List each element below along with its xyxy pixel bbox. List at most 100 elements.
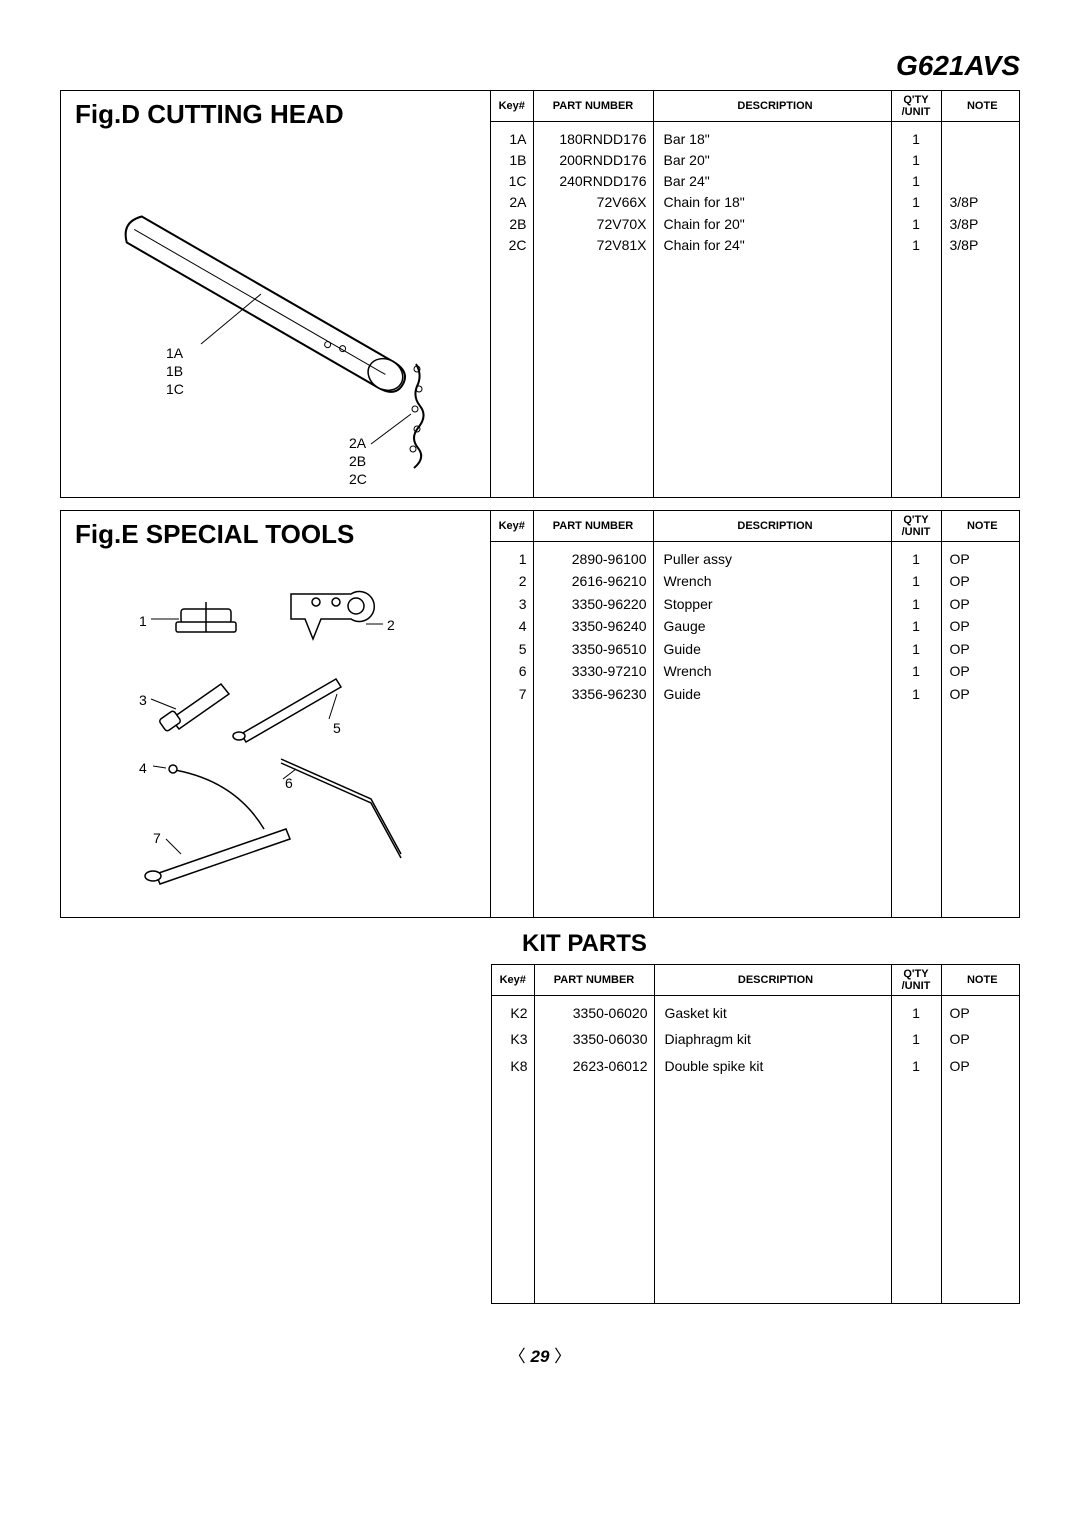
table-row: K23350-06020Gasket kit1OP bbox=[492, 1004, 1019, 1030]
cell-part: 200RNDD176 bbox=[533, 151, 653, 172]
cell-note: 3/8P bbox=[941, 215, 1019, 236]
col-qty-header: Q'TY /UNIT bbox=[891, 91, 941, 122]
fig-e-label-5: 5 bbox=[333, 719, 341, 737]
cell-desc: Guide bbox=[653, 685, 891, 708]
kit-title: KIT PARTS bbox=[522, 930, 1020, 958]
table-row: 33350-96220Stopper1OP bbox=[491, 595, 1019, 617]
cell-desc: Diaphragm kit bbox=[654, 1030, 891, 1056]
fig-e-table: Key# PART NUMBER DESCRIPTION Q'TY /UNIT … bbox=[491, 511, 1019, 917]
fig-e-label-4: 4 bbox=[139, 759, 147, 777]
cell-part: 3356-96230 bbox=[533, 685, 653, 708]
table-row: 12890-96100Puller assy1OP bbox=[491, 550, 1019, 572]
cell-desc: Bar 20" bbox=[653, 151, 891, 172]
cell-qty: 1 bbox=[891, 1057, 941, 1083]
fig-e-label-7: 7 bbox=[153, 829, 161, 847]
col-note-header: NOTE bbox=[941, 511, 1019, 542]
cell-qty: 1 bbox=[891, 215, 941, 236]
cell-qty: 1 bbox=[891, 550, 941, 572]
cell-key: 2B bbox=[491, 215, 533, 236]
cell-note: OP bbox=[941, 662, 1019, 684]
cell-key: 1A bbox=[491, 130, 533, 151]
cell-part: 3350-96220 bbox=[533, 595, 653, 617]
col-desc-header: DESCRIPTION bbox=[653, 91, 891, 122]
cell-desc: Bar 24" bbox=[653, 172, 891, 193]
table-row: 1A180RNDD176Bar 18"1 bbox=[491, 130, 1019, 151]
table-row: 53350-96510Guide1OP bbox=[491, 640, 1019, 662]
cell-desc: Wrench bbox=[653, 662, 891, 684]
fig-d-label-1: 1A 1B 1C bbox=[166, 344, 184, 399]
table-row: 2A72V66XChain for 18"13/8P bbox=[491, 193, 1019, 214]
cell-part: 240RNDD176 bbox=[533, 172, 653, 193]
fig-d-label-2: 2A 2B 2C bbox=[349, 434, 367, 489]
col-qty-header: Q'TY /UNIT bbox=[891, 965, 941, 996]
cell-note: OP bbox=[941, 572, 1019, 594]
cell-key: 7 bbox=[491, 685, 533, 708]
cell-qty: 1 bbox=[891, 236, 941, 257]
cell-desc: Puller assy bbox=[653, 550, 891, 572]
col-qty-header: Q'TY /UNIT bbox=[891, 511, 941, 542]
cell-note: OP bbox=[941, 1030, 1019, 1056]
cell-key: 4 bbox=[491, 617, 533, 639]
table-row: 2B72V70XChain for 20"13/8P bbox=[491, 215, 1019, 236]
cell-desc: Gasket kit bbox=[654, 1004, 891, 1030]
table-row: 1B200RNDD176Bar 20"1 bbox=[491, 151, 1019, 172]
cell-desc: Guide bbox=[653, 640, 891, 662]
cell-part: 2890-96100 bbox=[533, 550, 653, 572]
cell-qty: 1 bbox=[891, 662, 941, 684]
cell-part: 3350-06030 bbox=[534, 1030, 654, 1056]
fig-d-table: Key# PART NUMBER DESCRIPTION Q'TY /UNIT … bbox=[491, 91, 1019, 497]
cell-note: OP bbox=[941, 685, 1019, 708]
fig-d-title: Fig.D CUTTING HEAD bbox=[61, 91, 490, 134]
cell-qty: 1 bbox=[891, 172, 941, 193]
col-key-header: Key# bbox=[492, 965, 534, 996]
cell-note: OP bbox=[941, 617, 1019, 639]
cell-desc: Double spike kit bbox=[654, 1057, 891, 1083]
col-desc-header: DESCRIPTION bbox=[654, 965, 891, 996]
col-part-header: PART NUMBER bbox=[533, 91, 653, 122]
cell-qty: 1 bbox=[891, 151, 941, 172]
cell-qty: 1 bbox=[891, 193, 941, 214]
cell-key: 3 bbox=[491, 595, 533, 617]
cell-key: K2 bbox=[492, 1004, 534, 1030]
cell-part: 72V70X bbox=[533, 215, 653, 236]
cell-part: 2623-06012 bbox=[534, 1057, 654, 1083]
cell-note: OP bbox=[941, 595, 1019, 617]
table-row: 22616-96210Wrench1OP bbox=[491, 572, 1019, 594]
cell-note: OP bbox=[941, 1004, 1019, 1030]
cell-part: 3350-06020 bbox=[534, 1004, 654, 1030]
cell-part: 2616-96210 bbox=[533, 572, 653, 594]
cell-desc: Gauge bbox=[653, 617, 891, 639]
page-number: 〈 29 〉 bbox=[60, 1342, 1020, 1367]
cell-desc: Chain for 18" bbox=[653, 193, 891, 214]
cell-desc: Chain for 24" bbox=[653, 236, 891, 257]
table-row: K33350-06030Diaphragm kit1OP bbox=[492, 1030, 1019, 1056]
table-row: 43350-96240Gauge1OP bbox=[491, 617, 1019, 639]
fig-e-title: Fig.E SPECIAL TOOLS bbox=[61, 511, 490, 554]
cell-key: K3 bbox=[492, 1030, 534, 1056]
fig-d-panel: Fig.D CUTTING HEAD bbox=[61, 91, 491, 497]
cell-note bbox=[941, 172, 1019, 193]
table-row: 73356-96230Guide1OP bbox=[491, 685, 1019, 708]
cell-note: OP bbox=[941, 550, 1019, 572]
table-row: 1C240RNDD176Bar 24"1 bbox=[491, 172, 1019, 193]
cell-note: OP bbox=[941, 640, 1019, 662]
cell-part: 72V81X bbox=[533, 236, 653, 257]
cell-part: 3330-97210 bbox=[533, 662, 653, 684]
special-tools-icon bbox=[61, 554, 491, 914]
cell-key: 6 bbox=[491, 662, 533, 684]
cell-desc: Chain for 20" bbox=[653, 215, 891, 236]
cell-qty: 1 bbox=[891, 595, 941, 617]
cell-note: 3/8P bbox=[941, 236, 1019, 257]
cell-qty: 1 bbox=[891, 130, 941, 151]
col-key-header: Key# bbox=[491, 91, 533, 122]
col-part-header: PART NUMBER bbox=[533, 511, 653, 542]
table-row: K82623-06012Double spike kit1OP bbox=[492, 1057, 1019, 1083]
col-key-header: Key# bbox=[491, 511, 533, 542]
cell-key: K8 bbox=[492, 1057, 534, 1083]
table-row: 2C72V81XChain for 24"13/8P bbox=[491, 236, 1019, 257]
cell-qty: 1 bbox=[891, 572, 941, 594]
chain-icon bbox=[410, 364, 424, 468]
section-kit: Key# PART NUMBER DESCRIPTION Q'TY /UNIT … bbox=[60, 964, 1020, 1304]
cell-desc: Stopper bbox=[653, 595, 891, 617]
fig-d-illustration: 1A 1B 1C 2A 2B 2C bbox=[61, 134, 490, 496]
